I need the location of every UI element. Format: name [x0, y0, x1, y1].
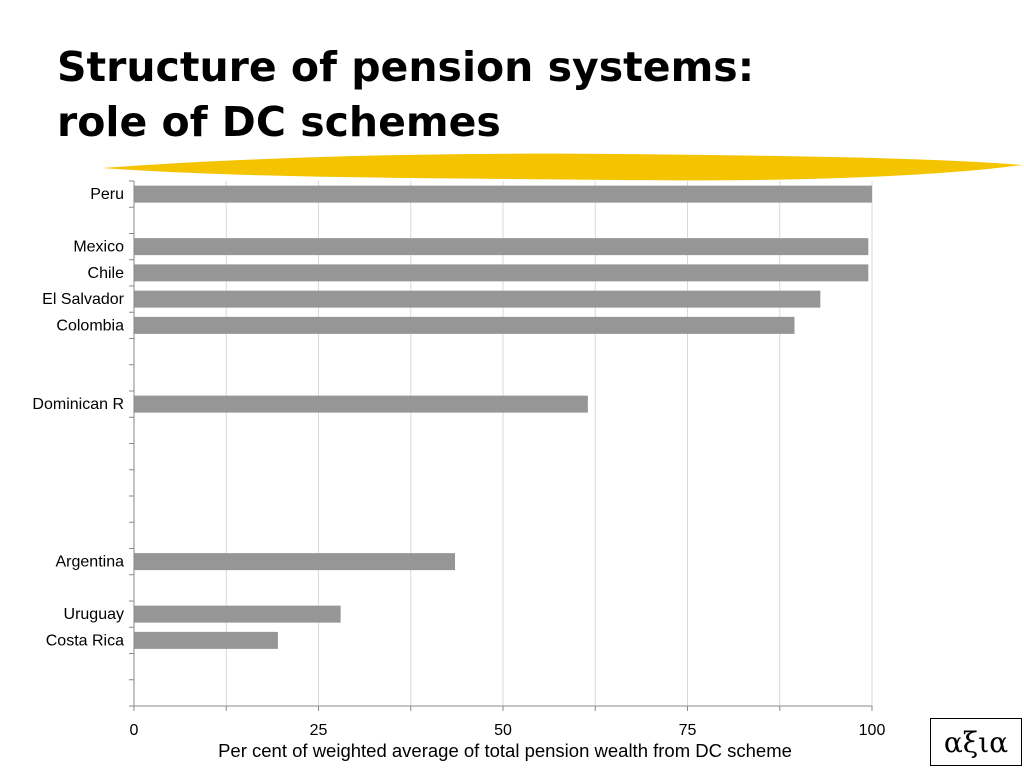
bar-mexico: [134, 238, 869, 256]
x-tick-label: 0: [130, 722, 139, 739]
bar-uruguay: [134, 605, 341, 623]
category-label: Mexico: [73, 239, 124, 256]
category-label: Chile: [88, 265, 125, 282]
bar-argentina: [134, 553, 456, 571]
bar-colombia: [134, 316, 795, 334]
bar-el-salvador: [134, 290, 821, 308]
category-label: Costa Rica: [46, 632, 124, 649]
chart-labels: Peru Mexico Chile El Salvador Colombia Domini…: [32, 186, 885, 761]
category-label: Argentina: [56, 554, 125, 571]
bar-peru: [134, 185, 872, 203]
chart-axes: [129, 180, 873, 711]
x-tick-label: 100: [859, 722, 886, 739]
x-tick-label: 50: [494, 722, 512, 739]
logo: αξια: [930, 718, 1022, 766]
x-tick-label: 75: [679, 722, 697, 739]
chart-bars: [134, 185, 872, 649]
bar-costa-rica: [134, 631, 278, 649]
category-label: El Salvador: [42, 291, 124, 308]
highlighter-stroke: [102, 153, 1022, 181]
category-label: Dominican R: [32, 396, 124, 413]
category-label: Uruguay: [64, 606, 124, 623]
category-label: Colombia: [56, 317, 124, 334]
x-tick-label: 25: [310, 722, 328, 739]
bar-chile: [134, 264, 869, 282]
category-label: Peru: [90, 186, 124, 203]
slide-title-line-2: role of DC schemes: [57, 98, 501, 146]
slide-title: Structure of pension systems: role of DC…: [57, 40, 754, 150]
highlighter-stroke-shape: [102, 153, 1022, 181]
slide-title-line-1: Structure of pension systems:: [57, 43, 755, 91]
logo-text: αξια: [943, 725, 1009, 759]
x-axis-title: Per cent of weighted average of total pe…: [218, 740, 792, 761]
chart-gridlines: [225, 181, 873, 706]
bar-dominican-r: [134, 395, 588, 413]
